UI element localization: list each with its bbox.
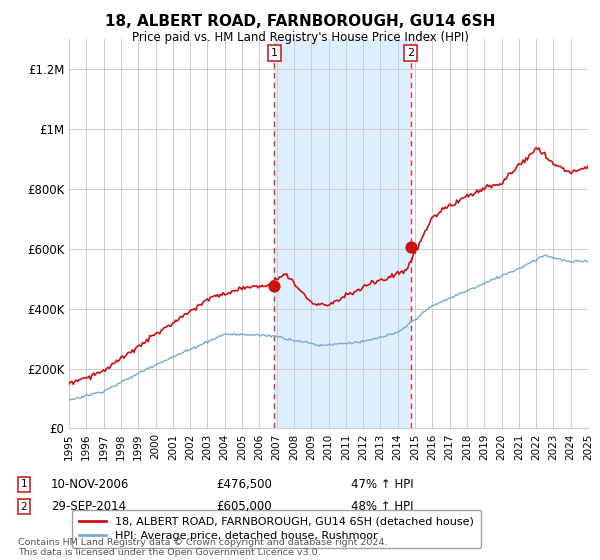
Point [269, 281, 279, 290]
Text: £476,500: £476,500 [216, 478, 272, 491]
Text: Price paid vs. HM Land Registry's House Price Index (HPI): Price paid vs. HM Land Registry's House … [131, 31, 469, 44]
Text: 29-SEP-2014: 29-SEP-2014 [51, 500, 126, 514]
Text: 1: 1 [20, 479, 28, 489]
Text: £605,000: £605,000 [216, 500, 272, 514]
Bar [274, 39, 410, 428]
Text: 10-NOV-2006: 10-NOV-2006 [51, 478, 130, 491]
Text: 1: 1 [271, 48, 278, 58]
Text: 18, ALBERT ROAD, FARNBOROUGH, GU14 6SH: 18, ALBERT ROAD, FARNBOROUGH, GU14 6SH [105, 14, 495, 29]
Text: 2: 2 [20, 502, 28, 512]
Text: 47% ↑ HPI: 47% ↑ HPI [351, 478, 413, 491]
Text: 2: 2 [407, 48, 414, 58]
Point [406, 243, 415, 252]
Legend: 18, ALBERT ROAD, FARNBOROUGH, GU14 6SH (detached house), HPI: Average price, det: 18, ALBERT ROAD, FARNBOROUGH, GU14 6SH (… [72, 510, 481, 548]
Text: Contains HM Land Registry data © Crown copyright and database right 2024.
This d: Contains HM Land Registry data © Crown c… [18, 538, 388, 557]
Text: 48% ↑ HPI: 48% ↑ HPI [351, 500, 413, 514]
